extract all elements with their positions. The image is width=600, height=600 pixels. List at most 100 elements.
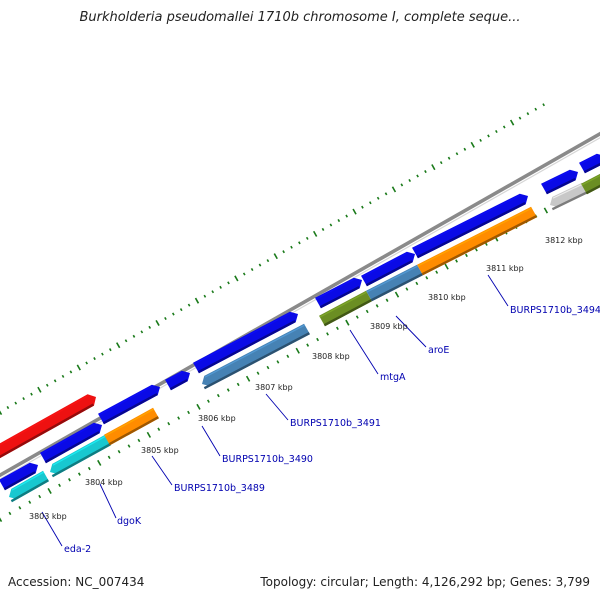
gene-label-mtgA[interactable]: mtgA xyxy=(380,372,406,383)
outer-tick xyxy=(470,141,475,148)
outer-tick xyxy=(487,134,490,138)
outer-tick xyxy=(502,125,506,129)
outer-tick xyxy=(234,275,239,282)
outer-tick xyxy=(194,297,200,304)
scale-label-3805: 3805 kbp xyxy=(141,446,179,455)
outer-tick xyxy=(273,253,278,260)
outer-tick xyxy=(455,152,459,156)
gene-red xyxy=(0,394,96,459)
outer-tick xyxy=(368,201,372,205)
scale-tick xyxy=(415,281,419,286)
outer-tick xyxy=(242,272,246,276)
outer-tick xyxy=(447,156,451,160)
scale-tick xyxy=(107,455,111,460)
gene-forward-4 xyxy=(165,370,190,391)
outer-tick xyxy=(219,285,222,289)
scale-tick xyxy=(316,337,320,342)
outer-tick xyxy=(479,138,482,142)
scale-tick xyxy=(266,365,270,370)
leader-line xyxy=(349,329,379,375)
outer-tick xyxy=(148,325,152,329)
scale-tick xyxy=(127,444,131,448)
gene-mtgA xyxy=(319,290,372,327)
gene-burps1710b-3494 xyxy=(417,206,537,276)
scale-tick-marks xyxy=(0,203,558,523)
scale-label-3807: 3807 kbp xyxy=(255,383,293,392)
scale-tick xyxy=(543,207,549,214)
scale-tick xyxy=(455,259,458,263)
outer-tick xyxy=(37,386,42,393)
outer-tick xyxy=(542,103,545,107)
scale-tick xyxy=(425,276,429,280)
gene-track xyxy=(0,153,600,503)
scale-tick xyxy=(394,291,400,298)
gene-label-burps1710b-3490[interactable]: BURPS1710b_3490 xyxy=(222,454,313,465)
scale-tick xyxy=(77,472,81,476)
scale-tick xyxy=(18,506,22,510)
outer-tick xyxy=(93,357,96,361)
outer-tick xyxy=(203,294,207,298)
scale-tick xyxy=(345,319,350,326)
outer-tick xyxy=(172,312,175,316)
outer-tick xyxy=(526,112,530,116)
gene-green-edge xyxy=(581,173,600,195)
outer-tick xyxy=(76,364,81,371)
gene-forward-5 xyxy=(193,311,298,374)
scale-tick xyxy=(276,360,280,364)
gene-label-burps1710b-3491[interactable]: BURPS1710b_3491 xyxy=(290,418,381,429)
scale-tick xyxy=(336,326,339,331)
outer-tick-marks xyxy=(0,103,545,416)
leader-line xyxy=(41,511,63,547)
outer-tick xyxy=(266,259,270,263)
gene-forward-9 xyxy=(541,169,578,195)
outer-tick xyxy=(329,223,333,227)
gene-label-aroE[interactable]: aroE xyxy=(428,345,449,356)
scale-tick xyxy=(87,466,91,471)
outer-tick xyxy=(258,263,262,267)
scale-label-3808: 3808 kbp xyxy=(312,352,350,361)
outer-tick xyxy=(298,241,301,245)
outer-tick xyxy=(337,219,341,223)
scale-tick xyxy=(97,459,102,466)
scale-label-3810: 3810 kbp xyxy=(428,293,466,302)
scale-tick xyxy=(38,494,42,499)
gene-label-dgoK[interactable]: dgoK xyxy=(117,516,142,527)
scale-tick xyxy=(405,287,409,291)
outer-tick xyxy=(155,319,160,326)
outer-tick xyxy=(45,383,49,387)
outer-tick xyxy=(108,348,112,352)
gene-burps1710b-3489 xyxy=(104,407,159,446)
outer-tick xyxy=(282,250,285,254)
outer-tick xyxy=(416,174,419,178)
scale-tick xyxy=(58,483,61,488)
gene-label-eda-2[interactable]: eda-2 xyxy=(64,544,91,555)
gene-eda-2 xyxy=(9,470,49,503)
leader-line xyxy=(395,315,427,348)
outer-tick xyxy=(101,352,104,356)
leader-line xyxy=(151,455,173,486)
scale-tick xyxy=(365,309,369,314)
leader-line xyxy=(487,274,509,307)
outer-tick xyxy=(0,410,3,416)
outer-tick xyxy=(179,308,183,312)
outer-tick xyxy=(250,267,254,272)
outer-tick xyxy=(14,401,18,405)
gene-forward-2 xyxy=(40,422,102,464)
outer-tick xyxy=(227,281,230,285)
outer-tick xyxy=(534,107,538,111)
outer-tick xyxy=(361,205,364,209)
gene-label-burps1710b-3489[interactable]: BURPS1710b_3489 xyxy=(174,483,265,494)
gene-forward-1 xyxy=(0,462,38,491)
scale-tick xyxy=(465,253,468,258)
outer-tick xyxy=(321,227,325,231)
outer-tick xyxy=(391,186,397,193)
outer-tick xyxy=(305,236,309,240)
outer-tick xyxy=(439,161,443,165)
outer-tick xyxy=(408,178,412,182)
gene-label-burps1710b-3494[interactable]: BURPS1710b_3494 xyxy=(510,305,600,316)
labels: 3803 kbp 3804 kbp 3805 kbp 3806 kbp 3807… xyxy=(29,236,600,555)
outer-tick xyxy=(518,116,522,120)
outer-tick xyxy=(30,392,33,396)
scale-label-3811: 3811 kbp xyxy=(486,264,524,273)
